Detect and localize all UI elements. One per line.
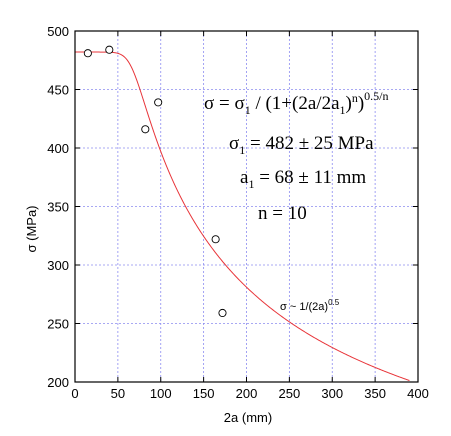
data-point (83, 49, 92, 58)
x-tick-label: 200 (236, 386, 258, 401)
y-tick-label: 450 (47, 83, 69, 98)
x-tick-label: 0 (71, 386, 78, 401)
y-tick-label: 200 (47, 375, 69, 390)
y-axis-label: σ (MPa) (24, 205, 39, 252)
asymptote-annotation: σ ~ 1/(2a)0.5 (280, 298, 340, 313)
x-tick-label: 350 (364, 386, 386, 401)
formula-annotation: σ = σ1 / (1+(2a/2a1)n)0.5/n (204, 89, 389, 117)
data-point (218, 308, 227, 318)
y-tick-label: 400 (47, 141, 69, 156)
y-tick-label: 500 (47, 24, 69, 39)
tick-labels: 0 50 100 150 200 250 300 350 400 200 250 300 350 400 4… (47, 24, 429, 401)
x-axis-label: 2a (mm) (224, 410, 272, 425)
grid (75, 31, 418, 382)
data-point (211, 235, 220, 244)
ticks (74, 30, 419, 383)
x-tick-label: 50 (111, 386, 125, 401)
data-point (105, 45, 114, 54)
y-tick-label: 250 (47, 317, 69, 332)
y-tick-label: 300 (47, 258, 69, 273)
data-point (154, 98, 163, 107)
n-annotation: n = 10 (258, 203, 307, 224)
x-tick-label: 150 (193, 386, 215, 401)
y-tick-label: 350 (47, 200, 69, 215)
fit-curve (75, 51, 410, 381)
x-tick-label: 250 (279, 386, 301, 401)
a1-annotation: a1 = 68 ± 11 mm (240, 167, 366, 191)
sigma1-annotation: σ1 = 482 ± 25 MPa (229, 133, 374, 157)
data-points (83, 45, 227, 318)
data-point (141, 125, 150, 134)
x-tick-label: 400 (407, 386, 429, 401)
x-tick-label: 300 (321, 386, 343, 401)
x-tick-label: 100 (150, 386, 172, 401)
